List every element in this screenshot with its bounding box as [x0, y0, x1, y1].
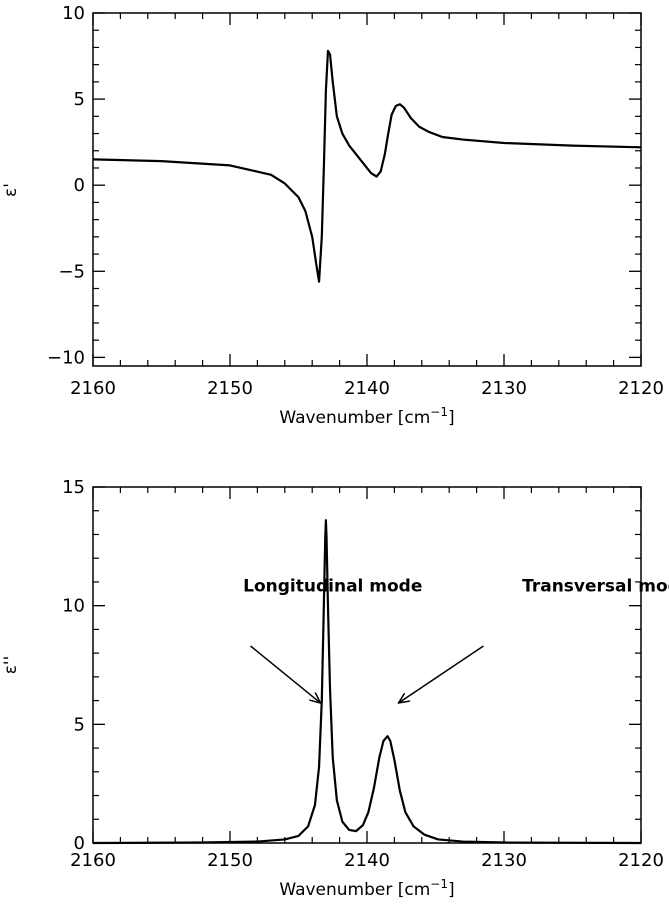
- y-tick-label: 5: [74, 89, 85, 110]
- plot-frame: [92, 12, 642, 367]
- x-tick-label: 2130: [481, 850, 527, 871]
- y-axis-label: ε'': [1, 656, 21, 675]
- y-tick-label: 15: [62, 477, 85, 498]
- y-tick-label: 0: [74, 175, 85, 196]
- annotation-arrow: [399, 645, 484, 703]
- y-tick-label: −5: [58, 261, 85, 282]
- annotation-label: Longitudinal mode: [243, 576, 422, 596]
- bottom-panel-epsilon-double-prime: 2160 2150 2140 2130 2120 0 5 10 15 Wavenumber [cm…: [1, 477, 669, 900]
- x-tick-label: 2140: [344, 850, 390, 871]
- y-tick-label: −10: [47, 347, 85, 368]
- annotation-arrow: [250, 645, 321, 703]
- x-axis-label: Wavenumber [cm−1]: [279, 405, 454, 428]
- top-panel-epsilon-prime: 2160 2150 2140 2130 2120 −10 −5 0 5 10 Wavenumber …: [1, 3, 664, 428]
- y-tick-label: 10: [62, 596, 85, 617]
- y-axis-label: ε': [1, 183, 21, 197]
- x-tick-label: 2130: [481, 378, 527, 399]
- x-tick-label: 2150: [207, 378, 253, 399]
- x-tick-label: 2160: [70, 378, 116, 399]
- annotation-label: Transversal mode: [522, 576, 669, 596]
- y-tick-label: 0: [74, 833, 85, 854]
- x-tick-label: 2150: [207, 850, 253, 871]
- series-line: [92, 49, 642, 283]
- x-tick-label: 2120: [618, 378, 664, 399]
- y-tick-label: 5: [74, 714, 85, 735]
- x-axis-label: Wavenumber [cm−1]: [279, 877, 454, 900]
- series-line: [92, 519, 642, 845]
- x-tick-label: 2160: [70, 850, 116, 871]
- x-tick-label: 2140: [344, 378, 390, 399]
- plot-frame: [92, 486, 642, 844]
- y-tick-label: 10: [62, 3, 85, 24]
- x-tick-label: 2120: [618, 850, 664, 871]
